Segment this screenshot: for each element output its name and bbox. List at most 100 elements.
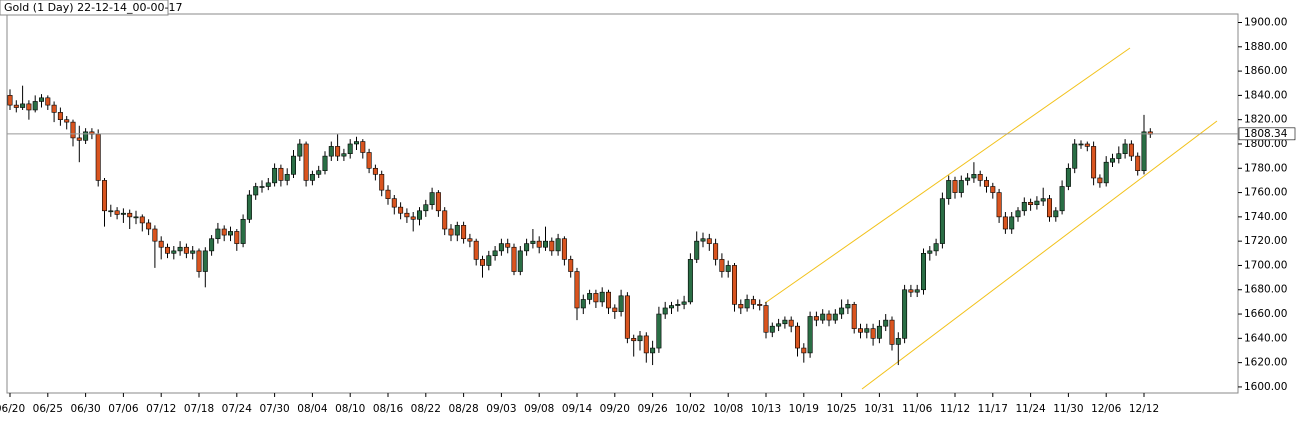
y-tick-label: 1900.00: [1244, 17, 1287, 29]
candle-body: [983, 180, 989, 187]
candle-body: [316, 170, 322, 175]
candle-body: [561, 238, 567, 260]
candle-body: [353, 141, 359, 145]
y-tick-label: 1680.00: [1244, 284, 1287, 296]
y-tick-label: 1780.00: [1244, 162, 1287, 174]
candle-body: [719, 259, 725, 272]
plot-frame: [6, 13, 1239, 394]
y-tick-label: 1600.00: [1244, 381, 1287, 393]
candle-body: [1040, 198, 1046, 202]
candle-body: [253, 186, 259, 196]
candle-body: [1009, 216, 1015, 230]
x-tick-label: 10/25: [826, 403, 856, 415]
x-tick-label: 08/16: [373, 403, 404, 415]
candle-body: [1097, 177, 1103, 184]
candle-body: [265, 182, 271, 187]
candle-body: [1110, 158, 1116, 163]
candle-body: [946, 180, 952, 199]
candle-body: [757, 304, 763, 306]
candle-body: [1015, 210, 1021, 218]
candle-body: [637, 335, 643, 342]
candle-body: [524, 243, 530, 252]
candle-body: [920, 253, 926, 291]
candle-body: [1103, 161, 1109, 184]
candle-body: [668, 305, 674, 309]
candle-body: [883, 319, 889, 327]
candle-body: [246, 194, 252, 220]
candle-body: [895, 338, 901, 345]
candle-body: [473, 240, 479, 260]
candle-body: [133, 216, 139, 219]
candle-body: [479, 259, 485, 266]
y-tick-label: 1760.00: [1244, 187, 1287, 199]
x-tick-label: 11/24: [1015, 403, 1046, 415]
candle-body: [580, 299, 586, 309]
last-price-label: 1808.34: [1244, 128, 1288, 140]
y-tick-label: 1620.00: [1244, 357, 1287, 369]
candle-body: [221, 228, 227, 236]
x-tick-label: 09/03: [486, 403, 516, 415]
candle-body: [272, 167, 278, 184]
channel-upper: [764, 47, 1131, 304]
candle-body: [794, 325, 800, 349]
candle-body: [102, 180, 108, 212]
candle-body: [108, 210, 114, 213]
candle-body: [631, 338, 637, 342]
candle-body: [542, 240, 548, 248]
x-tick-label: 07/12: [146, 403, 176, 415]
candle-body: [234, 231, 240, 244]
candle-body: [190, 250, 196, 254]
x-tick-label: 06/20: [0, 403, 25, 415]
candle-body: [958, 180, 964, 193]
candle-body: [593, 293, 599, 303]
candle-body: [990, 186, 996, 193]
candle-body: [32, 101, 38, 111]
candle-body: [461, 225, 467, 240]
candle-body: [171, 250, 177, 254]
candle-body: [687, 259, 693, 303]
candle-body: [1053, 210, 1059, 218]
candle-body: [83, 131, 89, 141]
candle-body: [486, 255, 492, 266]
candle-body: [297, 143, 303, 157]
candle-body: [366, 152, 372, 169]
candle-body: [624, 295, 630, 339]
x-tick-label: 10/08: [713, 403, 743, 415]
candle-body: [347, 143, 353, 154]
candle-body: [933, 243, 939, 252]
y-tick-label: 1820.00: [1244, 114, 1287, 126]
candle-body: [650, 347, 656, 354]
candle-body: [158, 240, 164, 248]
candle-body: [820, 313, 826, 321]
candle-body: [13, 104, 19, 108]
candle-body: [713, 243, 719, 260]
candle-body: [813, 316, 819, 321]
candle-body: [927, 250, 933, 254]
candle-body: [76, 137, 82, 141]
candle-body: [45, 97, 51, 106]
candle-body: [851, 304, 857, 329]
candle-body: [801, 347, 807, 354]
candle-body: [435, 192, 441, 212]
candle-body: [165, 246, 171, 254]
x-tick-label: 11/12: [940, 403, 970, 415]
candle-body: [1078, 143, 1084, 146]
candle-body: [127, 212, 133, 218]
candle-body: [70, 121, 76, 139]
candle-body: [612, 307, 618, 312]
candle-body: [908, 289, 914, 293]
x-tick-label: 09/20: [600, 403, 630, 415]
candle-body: [776, 323, 782, 327]
x-tick-label: 09/14: [562, 403, 593, 415]
x-tick-label: 06/25: [33, 403, 63, 415]
candle-body: [1122, 143, 1128, 154]
candle-body: [215, 228, 221, 240]
candle-body: [1028, 201, 1034, 206]
candle-body: [536, 240, 542, 248]
candle-body: [379, 174, 385, 191]
candle-body: [114, 210, 120, 215]
x-tick-label: 08/28: [448, 403, 478, 415]
x-tick-label: 07/06: [108, 403, 139, 415]
x-tick-label: 09/08: [524, 403, 554, 415]
